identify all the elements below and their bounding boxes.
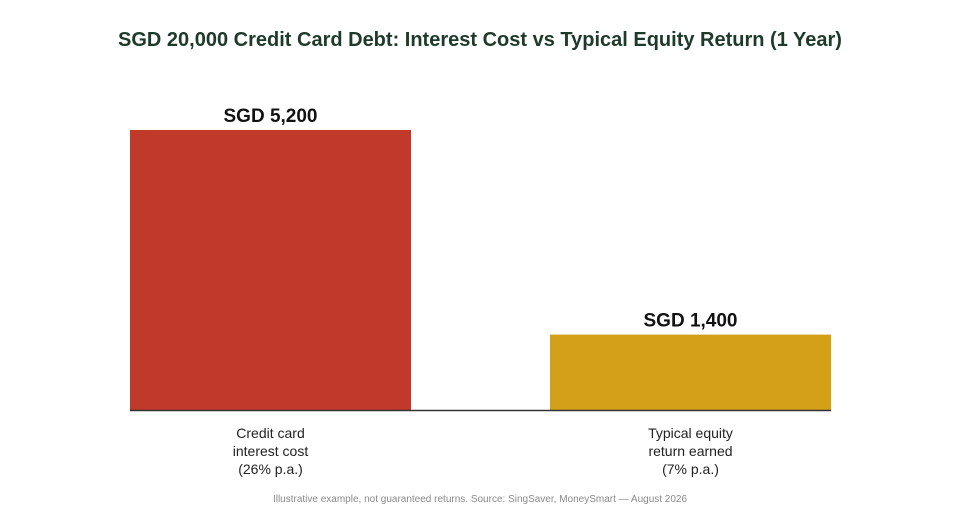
bar-1: [130, 130, 411, 410]
category-label-2-line-3: (7% p.a.): [662, 461, 719, 477]
chart-title: SGD 20,000 Credit Card Debt: Interest Co…: [118, 29, 842, 51]
category-label-1-line-3: (26% p.a.): [238, 461, 303, 477]
category-label-1-line-1: Credit card: [236, 425, 304, 441]
category-label-2-line-2: return earned: [648, 443, 732, 459]
category-label-2-line-1: Typical equity: [648, 425, 733, 441]
bar-value-label-2: SGD 1,400: [644, 311, 738, 332]
bar-value-label-1: SGD 5,200: [224, 106, 318, 127]
bar-2: [550, 334, 831, 410]
category-label-1-line-2: interest cost: [233, 443, 309, 459]
source-footnote: Illustrative example, not guaranteed ret…: [272, 494, 688, 505]
